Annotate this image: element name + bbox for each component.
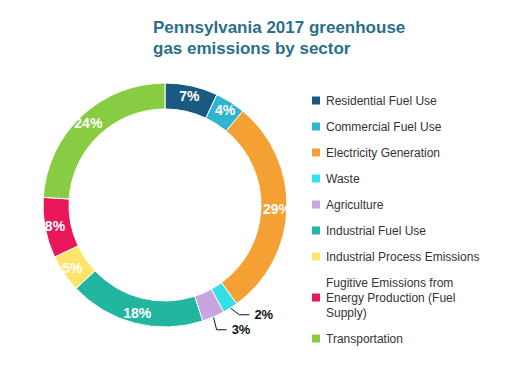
svg-text:8%: 8% (45, 218, 66, 234)
svg-text:Supply): Supply) (326, 306, 367, 320)
svg-text:5%: 5% (62, 260, 83, 276)
svg-text:Agriculture: Agriculture (326, 198, 384, 212)
svg-text:Commercial Fuel Use: Commercial Fuel Use (326, 120, 442, 134)
svg-text:Pennsylvania 2017 greenhouse: Pennsylvania 2017 greenhouse (153, 18, 410, 37)
svg-text:Industrial Fuel Use: Industrial Fuel Use (326, 224, 426, 238)
svg-text:7%: 7% (179, 88, 200, 104)
svg-text:Energy Production (Fuel: Energy Production (Fuel (326, 291, 459, 305)
svg-text:24%: 24% (74, 115, 103, 131)
svg-text:Electricity Generation: Electricity Generation (326, 146, 440, 160)
svg-text:Industrial Process Emissions: Industrial Process Emissions (326, 250, 479, 264)
svg-text:4%: 4% (215, 102, 236, 118)
svg-text:gas emissions by sector: gas emissions by sector (153, 39, 351, 58)
svg-text:2%: 2% (254, 307, 273, 322)
svg-text:3%: 3% (232, 322, 251, 337)
svg-text:Transportation: Transportation (326, 332, 403, 346)
svg-text:Fugitive Emissions from: Fugitive Emissions from (326, 276, 457, 290)
svg-text:Residential Fuel Use: Residential Fuel Use (326, 94, 437, 108)
svg-text:18%: 18% (123, 305, 152, 321)
svg-text:Waste: Waste (326, 172, 360, 186)
svg-text:29%: 29% (263, 201, 292, 217)
